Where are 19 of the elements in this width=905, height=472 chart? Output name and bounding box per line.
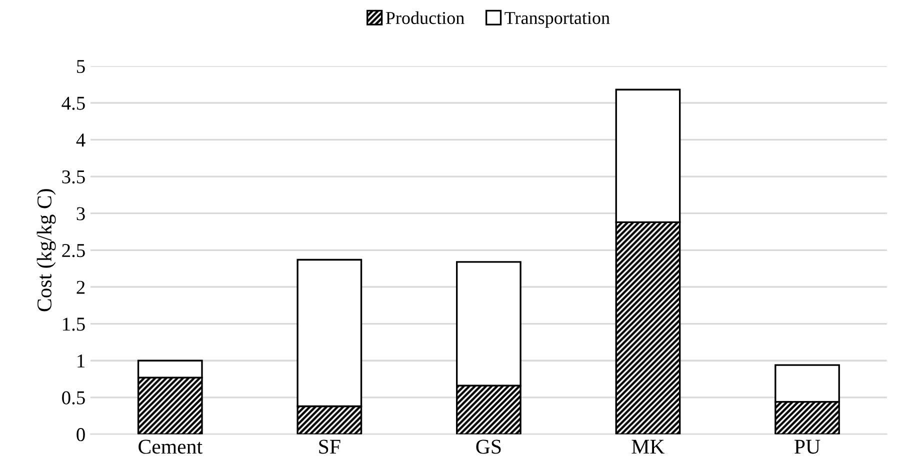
- x-tick-label: SF: [319, 440, 340, 454]
- legend-label: Transportation: [504, 12, 610, 28]
- x-tick-label: GS: [476, 440, 501, 454]
- legend-label: Production: [386, 11, 464, 24]
- x-tick-label: PU: [794, 440, 820, 454]
- y-tick-label: 5: [77, 60, 85, 74]
- y-tick-label: 0: [76, 428, 85, 442]
- y-tick-label: 3: [76, 207, 85, 220]
- x-tick-label: MK: [632, 440, 665, 454]
- y-tick-label: 2.5: [62, 244, 85, 258]
- y-tick-label: 1.5: [63, 318, 85, 331]
- y-tick-label: 4.5: [62, 96, 85, 110]
- y-tick-label: 1: [78, 354, 84, 368]
- y-tick-label: 3.5: [62, 170, 85, 184]
- x-tick-label: Cement: [138, 440, 202, 454]
- y-tick-label: 0.5: [62, 391, 85, 404]
- y-axis-title: Cost (kg/kg C): [36, 189, 56, 312]
- y-tick-label: 4: [76, 134, 86, 146]
- y-tick-label: 2: [76, 280, 85, 294]
